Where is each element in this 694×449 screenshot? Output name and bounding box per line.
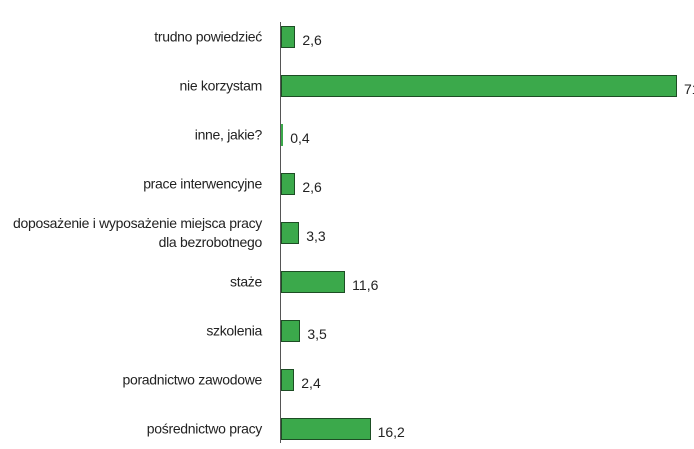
value-label: 3,3: [306, 228, 326, 244]
value-label: 2,6: [302, 32, 322, 48]
category-label: szkolenia: [206, 322, 262, 339]
bar: [281, 271, 346, 293]
bar: [281, 320, 301, 342]
category-label: staże: [230, 273, 262, 290]
category-label: poradnictwo zawodowe: [122, 371, 262, 388]
value-label: 3,5: [307, 326, 327, 342]
bar: [281, 124, 284, 146]
value-label: 2,4: [301, 375, 321, 391]
value-label: 71,6: [684, 81, 694, 97]
bar: [281, 75, 677, 97]
value-label: 11,6: [352, 277, 379, 293]
category-label: inne, jakie?: [194, 126, 263, 143]
value-label: 16,2: [377, 424, 405, 440]
category-label: nie korzystam: [179, 77, 263, 94]
category-axis: [280, 22, 281, 443]
bar: [281, 418, 371, 440]
category-label: prace interwencyjne: [143, 175, 262, 192]
bar: [281, 26, 296, 48]
bar: [281, 173, 296, 195]
category-label: trudno powiedzieć: [154, 28, 262, 45]
category-label: pośrednictwo pracy: [146, 420, 263, 437]
bar: [281, 369, 295, 391]
category-label: doposażenie i wyposażenie miejsca pracy …: [13, 215, 262, 250]
value-label: 2,6: [302, 179, 322, 195]
bar: [281, 222, 300, 244]
value-label: 0,4: [290, 130, 310, 146]
